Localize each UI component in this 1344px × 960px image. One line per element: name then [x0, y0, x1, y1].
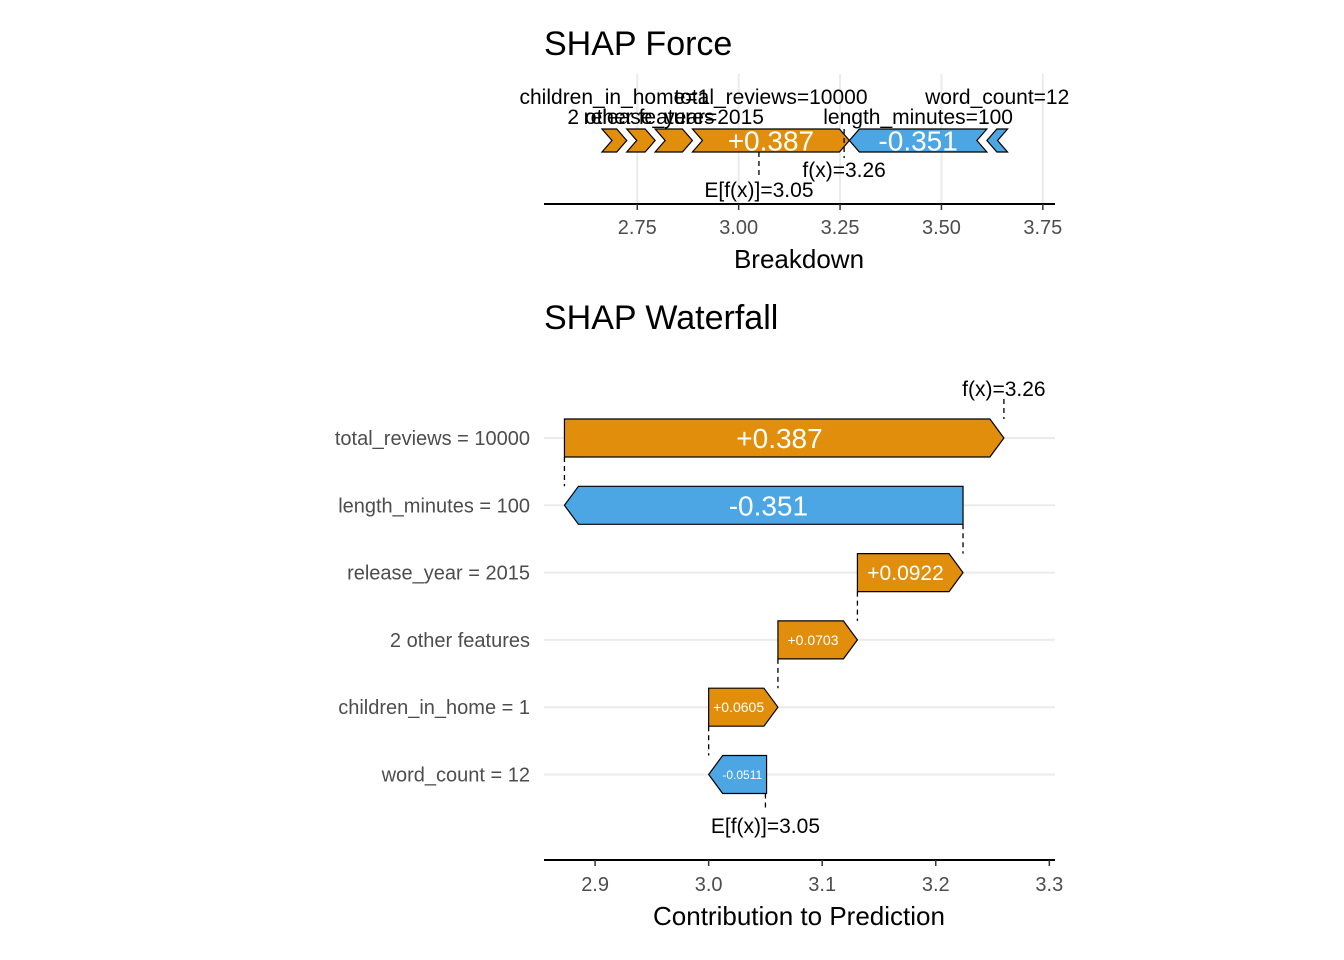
- waterfall-bar: [856, 552, 964, 593]
- waterfall-tick-label: 3.1: [808, 874, 836, 896]
- waterfall-x-ticks: 2.9 3.0 3.1 3.2 3.3: [581, 860, 1063, 896]
- waterfall-category-label: 2 other features: [390, 630, 530, 652]
- waterfall-bars: +0.387 -0.351 +0.0922 +0.0703 +0.0605 -0.0511: [563, 418, 1005, 795]
- waterfall-x-axis-title: Contribution to Prediction: [653, 901, 945, 931]
- force-segment: [625, 128, 656, 153]
- waterfall-tick-label: 2.9: [581, 874, 609, 896]
- waterfall-bar-value: +0.0922: [867, 562, 944, 585]
- waterfall-tick-label: 3.2: [922, 874, 950, 896]
- force-segment-value: +0.387: [728, 126, 814, 157]
- waterfall-bar: [708, 687, 779, 727]
- force-feature-label: 2 other features: [567, 106, 714, 129]
- force-segment: [691, 128, 851, 153]
- force-annotations: f(x)=3.26E[f(x)]=3.05: [704, 129, 886, 202]
- force-feature-label: total_reviews=10000: [674, 86, 867, 109]
- force-segment: [986, 128, 1009, 153]
- force-feature-label: length_minutes=100: [823, 106, 1013, 129]
- waterfall-base-label: E[f(x)]=3.05: [711, 815, 820, 838]
- force-tick-label: 3.50: [922, 217, 961, 239]
- waterfall-bar-value: -0.351: [729, 490, 808, 521]
- force-segment-value: -0.351: [878, 126, 957, 157]
- waterfall-connectors: [563, 457, 964, 756]
- force-prediction-label: f(x)=3.26: [802, 159, 885, 182]
- force-tick-label: 3.75: [1023, 217, 1062, 239]
- force-x-axis-title: Breakdown: [734, 244, 864, 274]
- waterfall-category-label: release_year = 2015: [347, 563, 530, 585]
- waterfall-bar: [777, 620, 859, 660]
- force-panel: SHAP Force +0.387 -0.351 children_in_home…: [520, 25, 1070, 274]
- waterfall-bar: [563, 485, 964, 525]
- force-bars: +0.387 -0.351: [600, 126, 1009, 157]
- force-tick-label: 3.25: [821, 217, 860, 239]
- force-x-ticks: 2.75 3.00 3.25 3.50 3.75: [618, 204, 1062, 239]
- waterfall-bar-value: +0.0605: [713, 699, 764, 715]
- force-feature-label: word_count=12: [924, 86, 1069, 109]
- force-tick-label: 3.00: [719, 217, 758, 239]
- waterfall-tick-label: 3.3: [1035, 874, 1063, 896]
- waterfall-tick-label: 3.0: [695, 874, 723, 896]
- waterfall-bar-value: -0.0511: [722, 768, 762, 782]
- waterfall-panel: SHAP Waterfall +0.387 -0.351 +0.0922 +0.070…: [335, 299, 1063, 931]
- force-title: SHAP Force: [544, 25, 732, 63]
- waterfall-bar-value: +0.0703: [788, 632, 839, 648]
- waterfall-title: SHAP Waterfall: [544, 299, 778, 337]
- force-base-label: E[f(x)]=3.05: [704, 179, 813, 202]
- force-tick-label: 2.75: [618, 217, 657, 239]
- waterfall-category-label: children_in_home = 1: [338, 697, 530, 719]
- force-feature-label: children_in_home=1: [520, 86, 710, 109]
- force-segment: [848, 128, 989, 153]
- force-segment: [600, 128, 628, 153]
- waterfall-category-labels: total_reviews = 10000 length_minutes = 10…: [335, 428, 530, 787]
- waterfall-prediction-label: f(x)=3.26: [962, 378, 1045, 401]
- force-segment: [653, 128, 694, 153]
- waterfall-category-label: length_minutes = 100: [338, 495, 530, 517]
- waterfall-category-label: word_count = 12: [381, 765, 530, 787]
- waterfall-category-label: total_reviews = 10000: [335, 428, 530, 450]
- waterfall-bar: [563, 418, 1005, 458]
- waterfall-bar: [707, 754, 768, 795]
- force-feature-labels: children_in_home=12 other featuresreleas…: [520, 86, 1070, 129]
- waterfall-bar-value: +0.387: [736, 423, 822, 454]
- force-feature-label: release_year=2015: [584, 106, 764, 129]
- waterfall-annotations: f(x)=3.26 E[f(x)]=3.05: [711, 378, 1046, 838]
